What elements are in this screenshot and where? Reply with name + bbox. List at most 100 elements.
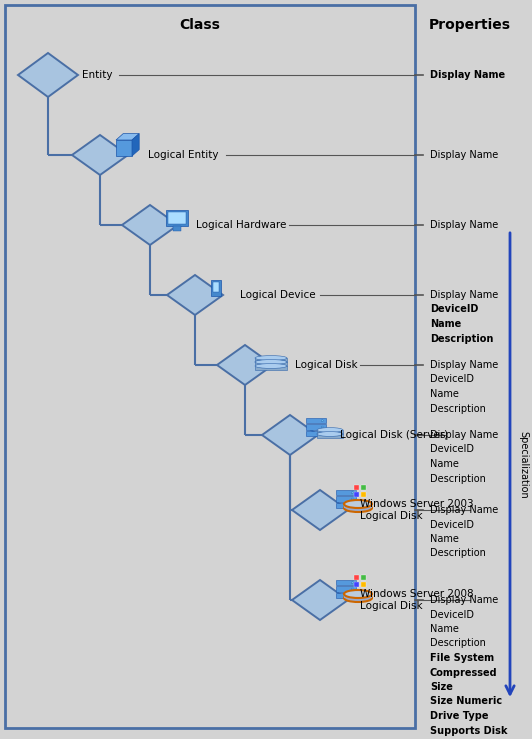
Text: Description: Description: [430, 638, 486, 649]
Ellipse shape: [321, 432, 323, 435]
Bar: [336, 503, 356, 508]
Text: Specialization: Specialization: [518, 431, 528, 499]
Text: Size Numeric: Size Numeric: [430, 696, 502, 706]
Bar: [336, 580, 356, 585]
Text: Properties: Properties: [429, 18, 511, 32]
Text: Description: Description: [430, 333, 493, 344]
Text: Windows Server 2008
Logical Disk: Windows Server 2008 Logical Disk: [360, 589, 473, 611]
Text: DeviceID: DeviceID: [430, 375, 474, 384]
Ellipse shape: [321, 426, 323, 428]
Text: Name: Name: [430, 624, 459, 634]
Text: Display Name: Display Name: [430, 220, 498, 230]
Text: Name: Name: [430, 459, 459, 469]
Polygon shape: [18, 53, 78, 97]
Ellipse shape: [344, 594, 372, 602]
Text: Name: Name: [430, 389, 459, 399]
Text: Display Name: Display Name: [430, 595, 498, 605]
Bar: [344, 504, 372, 508]
Bar: [336, 497, 356, 502]
Ellipse shape: [344, 500, 372, 508]
Bar: [317, 430, 343, 434]
Text: Logical Disk (Server): Logical Disk (Server): [340, 430, 448, 440]
Text: Size: Size: [430, 682, 453, 692]
Text: Description: Description: [430, 548, 486, 559]
Bar: [336, 593, 356, 598]
Polygon shape: [72, 135, 128, 175]
Text: Display Name: Display Name: [430, 505, 498, 515]
Polygon shape: [292, 490, 348, 530]
Ellipse shape: [255, 360, 287, 364]
Bar: [213, 282, 219, 292]
Polygon shape: [292, 580, 348, 620]
Polygon shape: [262, 415, 318, 455]
Text: Logical Hardware: Logical Hardware: [196, 220, 286, 230]
Ellipse shape: [321, 420, 323, 422]
Ellipse shape: [351, 594, 353, 596]
Text: Display Name: Display Name: [430, 290, 498, 300]
Text: Entity: Entity: [82, 70, 112, 80]
Polygon shape: [167, 275, 223, 315]
Bar: [168, 212, 186, 224]
Ellipse shape: [255, 364, 287, 369]
Bar: [306, 424, 326, 429]
Text: Drive Type: Drive Type: [430, 711, 488, 721]
Ellipse shape: [317, 428, 343, 432]
Text: Compressed: Compressed: [430, 667, 497, 678]
Text: Logical Device: Logical Device: [240, 290, 315, 300]
Text: Supports Disk: Supports Disk: [430, 726, 508, 735]
Bar: [354, 491, 360, 497]
Bar: [361, 491, 366, 497]
Text: DeviceID: DeviceID: [430, 610, 474, 619]
Bar: [354, 582, 360, 587]
Bar: [255, 362, 287, 366]
Polygon shape: [217, 345, 273, 385]
Text: Class: Class: [180, 18, 220, 32]
Ellipse shape: [351, 582, 353, 584]
Polygon shape: [132, 134, 139, 156]
Text: Name: Name: [430, 319, 461, 329]
Ellipse shape: [255, 355, 287, 361]
Text: Logical Entity: Logical Entity: [148, 150, 219, 160]
Ellipse shape: [351, 588, 353, 590]
Bar: [361, 485, 366, 491]
Text: Description: Description: [430, 403, 486, 414]
Ellipse shape: [317, 432, 343, 437]
Text: Description: Description: [430, 474, 486, 483]
Ellipse shape: [344, 504, 372, 512]
Text: Display Name: Display Name: [430, 70, 505, 80]
Bar: [5, 5, 415, 728]
Bar: [166, 210, 188, 226]
Ellipse shape: [317, 432, 343, 437]
Ellipse shape: [344, 590, 372, 598]
Ellipse shape: [351, 498, 353, 500]
Polygon shape: [116, 134, 139, 140]
Bar: [354, 575, 360, 580]
Text: Display Name: Display Name: [430, 430, 498, 440]
Bar: [336, 490, 356, 495]
Bar: [361, 575, 366, 580]
Text: Display Name: Display Name: [430, 360, 498, 370]
Text: Windows Server 2003
Logical Disk: Windows Server 2003 Logical Disk: [360, 499, 473, 521]
Ellipse shape: [255, 360, 287, 364]
Bar: [306, 431, 326, 436]
Bar: [173, 226, 181, 231]
Ellipse shape: [351, 491, 353, 494]
Polygon shape: [122, 205, 178, 245]
Bar: [354, 485, 360, 491]
Text: DeviceID: DeviceID: [430, 304, 478, 315]
Bar: [344, 594, 372, 598]
Bar: [211, 280, 221, 296]
Text: File System: File System: [430, 653, 494, 663]
Bar: [361, 582, 366, 587]
Bar: [255, 358, 287, 362]
Bar: [336, 586, 356, 592]
Text: Name: Name: [430, 534, 459, 544]
Text: DeviceID: DeviceID: [430, 520, 474, 530]
Bar: [255, 366, 287, 370]
Polygon shape: [116, 140, 132, 156]
Bar: [306, 418, 326, 423]
Bar: [317, 434, 343, 438]
Text: Logical Disk: Logical Disk: [295, 360, 358, 370]
Ellipse shape: [351, 505, 353, 506]
Text: Display Name: Display Name: [430, 150, 498, 160]
